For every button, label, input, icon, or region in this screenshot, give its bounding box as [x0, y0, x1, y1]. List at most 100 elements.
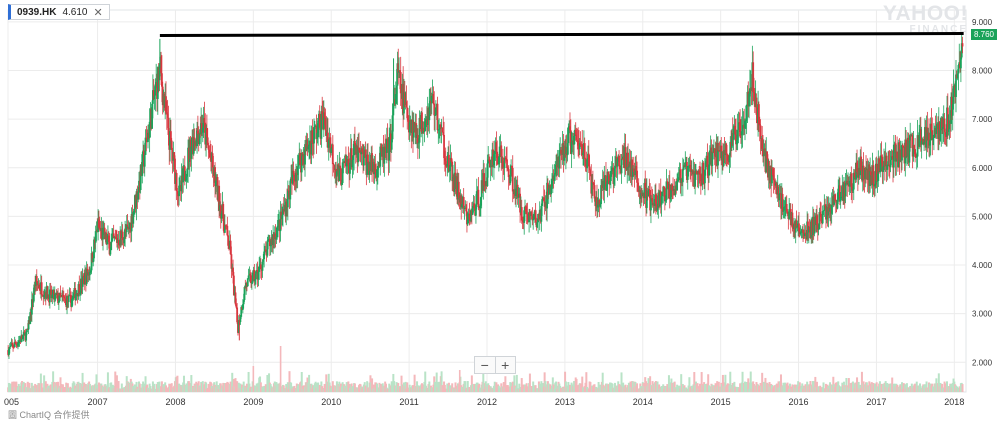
candle-body	[132, 212, 135, 224]
candle-body	[98, 219, 100, 228]
candle-body	[235, 304, 238, 308]
candle-body	[882, 166, 885, 172]
candle-body	[165, 96, 167, 113]
candle-body	[870, 171, 872, 176]
candle-body	[376, 165, 379, 170]
candle-body	[497, 157, 500, 165]
volume-bar	[658, 384, 661, 392]
x-tick-label: 2007	[88, 397, 108, 407]
volume-bar	[466, 381, 469, 392]
candle-body	[734, 125, 737, 135]
candle-body	[399, 72, 402, 94]
candle-body	[8, 348, 10, 355]
candle-body	[745, 104, 748, 121]
candle-body	[311, 130, 314, 144]
candle-body	[600, 185, 602, 205]
zoom-out-button[interactable]: −	[480, 357, 489, 373]
ticker-chip[interactable]: 0939.HK 4.610 ✕	[8, 4, 110, 20]
volume-bar	[115, 375, 118, 392]
candle-body	[726, 155, 729, 161]
candle-body	[71, 295, 74, 300]
candle-body	[407, 118, 409, 121]
volume-bar	[901, 382, 904, 392]
volume-bar	[935, 378, 938, 392]
candle-body	[465, 207, 468, 212]
candle-body	[119, 230, 122, 246]
volume-bar	[142, 381, 145, 392]
volume-bar	[532, 381, 535, 392]
candle-body	[443, 158, 446, 162]
volume-bar	[117, 381, 120, 392]
candle-body	[352, 155, 355, 160]
candle-body	[293, 174, 296, 177]
volume-bar	[286, 382, 289, 392]
candle-body	[23, 331, 26, 333]
candle-body	[281, 215, 284, 220]
volume-bar	[237, 382, 240, 392]
candle-body	[102, 227, 104, 240]
volume-bar	[482, 371, 485, 392]
candle-body	[525, 211, 528, 214]
candle-body	[575, 134, 578, 140]
candle-body	[570, 141, 573, 154]
volume-bar	[158, 381, 161, 392]
candle-body	[29, 312, 32, 324]
candle-body	[725, 143, 728, 154]
candle-body	[109, 250, 112, 255]
volume-bar	[914, 383, 917, 392]
candle-body	[687, 165, 690, 167]
candle-body	[879, 155, 882, 172]
candle-body	[703, 183, 706, 184]
volume-bar	[40, 383, 43, 392]
candle-body	[588, 166, 591, 171]
volume-bar	[217, 385, 220, 392]
candle-body	[63, 296, 66, 299]
candle-body	[587, 153, 590, 167]
candle-body	[333, 165, 336, 170]
candle-body	[783, 206, 786, 211]
volume-bar	[371, 378, 374, 392]
candle-body	[198, 132, 201, 145]
close-icon[interactable]: ✕	[93, 6, 103, 19]
candle-body	[272, 233, 275, 246]
candle-body	[643, 182, 646, 199]
candle-body	[834, 194, 836, 201]
y-tick-label: 8.000	[972, 66, 993, 75]
candle-body	[470, 210, 472, 222]
candle-body	[448, 166, 451, 172]
candle-body	[48, 289, 51, 303]
candle-body	[292, 170, 295, 175]
candle-body	[737, 122, 740, 130]
candle-body	[299, 152, 302, 166]
candle-body	[758, 104, 760, 124]
candle-body	[699, 174, 702, 182]
candle-body	[186, 168, 189, 177]
candle-body	[75, 293, 77, 301]
candle-body	[111, 238, 113, 242]
y-tick-label: 7.000	[972, 115, 993, 124]
candle-body	[279, 211, 282, 232]
zoom-in-button[interactable]: +	[494, 357, 516, 373]
candle-body	[329, 137, 332, 154]
volume-bar	[666, 384, 669, 392]
volume-bar	[814, 376, 817, 392]
candle-body	[316, 132, 319, 139]
candle-body	[558, 150, 561, 169]
candle-body	[313, 125, 316, 128]
candle-body	[340, 183, 343, 185]
volume-bar	[787, 385, 790, 392]
candle-body	[598, 200, 601, 207]
candle-body	[666, 181, 669, 183]
candle-body	[862, 165, 865, 179]
volume-bar	[297, 384, 300, 392]
candle-body	[872, 165, 875, 184]
candle-body	[885, 155, 888, 170]
volume-bar	[43, 375, 46, 392]
candle-body	[662, 186, 665, 192]
volume-bar	[915, 381, 918, 392]
candle-body	[8, 346, 11, 349]
candle-body	[922, 139, 925, 145]
candle-body	[240, 307, 243, 317]
